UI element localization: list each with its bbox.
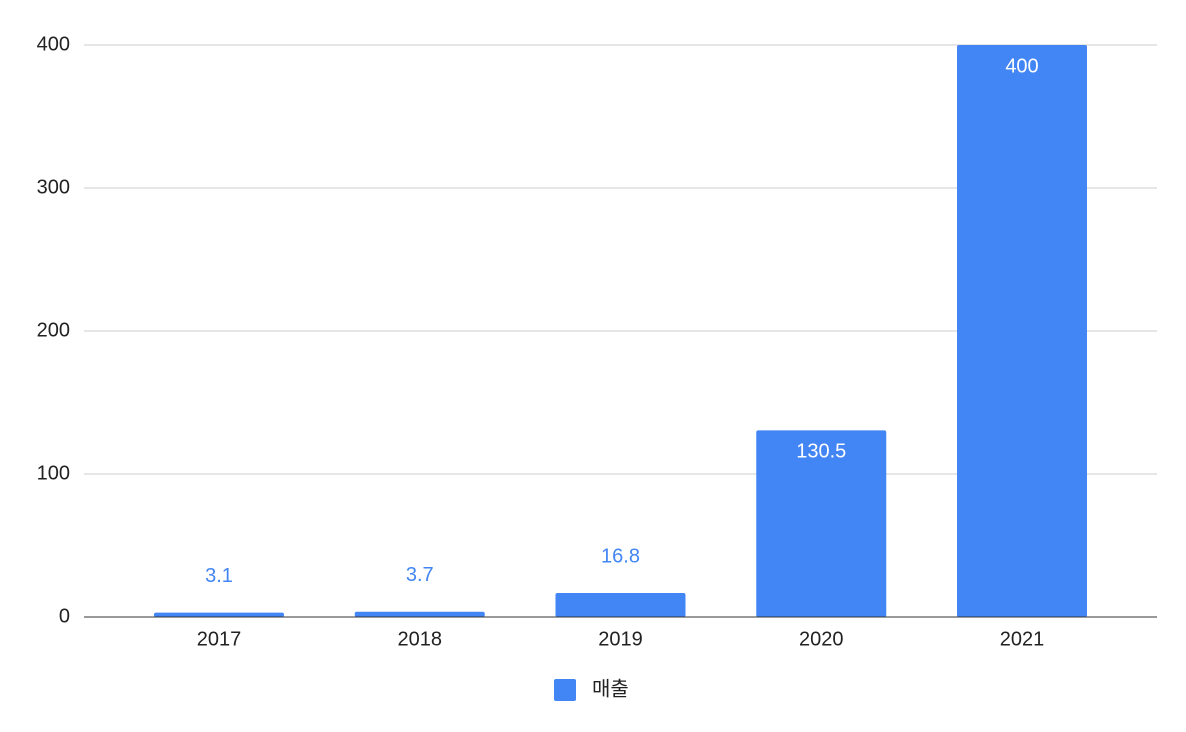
bar [154, 612, 284, 617]
x-tick-label: 2021 [1000, 628, 1045, 650]
data-label: 400 [1005, 55, 1038, 77]
data-label: 3.1 [205, 565, 233, 587]
data-label: 16.8 [601, 545, 640, 567]
y-tick-label: 400 [37, 33, 70, 55]
legend-label: 매출 [592, 677, 629, 700]
bar [354, 611, 485, 617]
x-tick-label: 2019 [598, 628, 643, 650]
y-tick-label: 100 [37, 462, 70, 484]
x-tick-label: 2020 [799, 628, 844, 650]
data-label: 130.5 [796, 441, 846, 463]
data-label: 3.7 [406, 564, 434, 586]
x-tick-label: 2018 [398, 628, 443, 650]
legend-swatch [554, 679, 576, 701]
bar [756, 430, 887, 617]
y-tick-label: 300 [37, 176, 70, 198]
bar [957, 45, 1087, 617]
bar [555, 592, 686, 617]
y-tick-label: 0 [59, 605, 70, 627]
x-tick-label: 2017 [197, 628, 242, 650]
y-tick-label: 200 [37, 319, 70, 341]
